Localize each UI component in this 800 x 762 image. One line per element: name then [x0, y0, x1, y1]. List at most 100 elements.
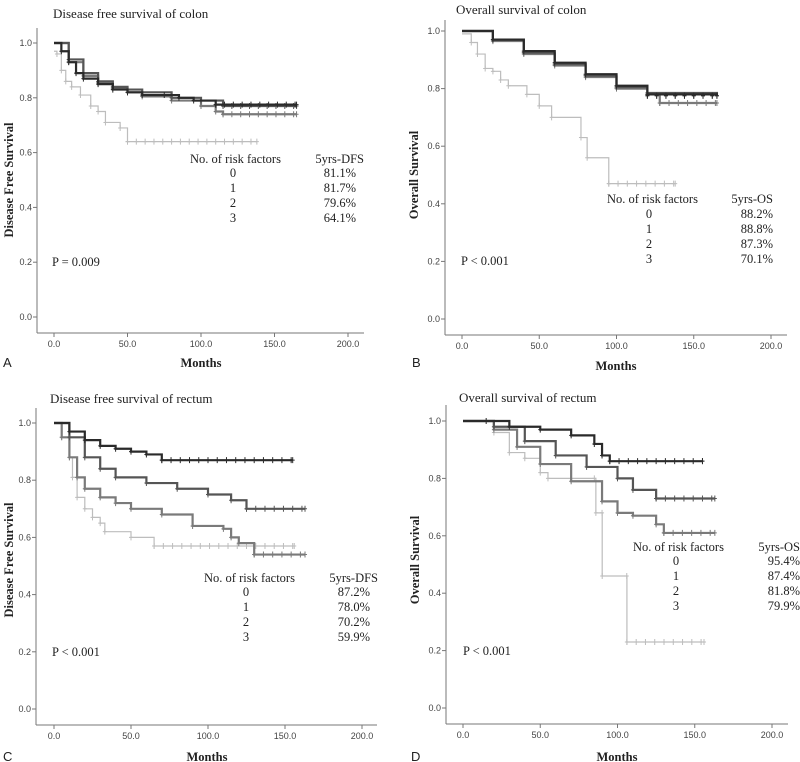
censor-mark [66, 59, 71, 66]
censor-mark [261, 457, 266, 464]
censor-mark [507, 423, 512, 430]
censor-mark [187, 138, 192, 145]
panel-letter: D [411, 749, 420, 762]
censor-mark [69, 83, 74, 90]
censor-mark [189, 542, 194, 549]
table-factor: 1 [673, 569, 679, 583]
censor-mark [490, 68, 495, 75]
censor-mark [199, 103, 203, 110]
censor-mark [253, 505, 258, 512]
censor-mark [584, 463, 589, 470]
censor-mark [162, 92, 167, 99]
censor-mark [113, 500, 118, 507]
censor-mark [187, 457, 192, 464]
censor-mark [616, 180, 621, 187]
y-tick-label: 1.0 [428, 416, 441, 426]
censor-mark [248, 138, 253, 145]
survival-curve-group-2 [463, 419, 715, 535]
censor-marks-group-2 [59, 434, 308, 558]
x-tick-label: 200.0 [761, 730, 784, 740]
y-tick-label: 0.0 [18, 704, 31, 714]
survival-curve-group-3 [463, 420, 705, 643]
censor-mark [178, 457, 183, 464]
plot-area: 0.0 0.2 0.4 0.6 0.8 1.0 0.0 50.0 100.0 150.0 200.0 [427, 20, 787, 351]
x-axis-label: Months [596, 359, 637, 373]
censor-mark [667, 100, 672, 106]
censor-mark [614, 82, 619, 89]
censor-mark [644, 458, 649, 465]
censor-mark [63, 78, 68, 85]
censor-mark [75, 494, 80, 501]
censor-marks-group-0 [484, 418, 705, 465]
censor-mark [522, 438, 527, 445]
table-factor: 1 [646, 222, 652, 236]
censor-mark [159, 511, 164, 518]
censor-mark [663, 495, 668, 502]
censor-mark [630, 486, 635, 493]
censor-mark [67, 428, 72, 435]
censor-mark [190, 522, 195, 529]
censor-mark [231, 101, 236, 108]
censor-mark [113, 445, 118, 452]
censor-marks-group-1 [490, 36, 719, 99]
table-factor: 3 [230, 211, 236, 225]
table-rate: 87.2% [338, 585, 370, 599]
censor-mark [215, 457, 220, 464]
x-tick-label: 0.0 [48, 731, 61, 741]
censor-marks-group-0 [59, 48, 299, 108]
censor-mark [484, 418, 489, 424]
censor-mark [626, 458, 631, 465]
censor-mark [578, 134, 583, 141]
censor-mark [475, 51, 480, 58]
censor-mark [204, 138, 209, 145]
panel-letter: C [3, 749, 12, 762]
censor-mark [240, 138, 245, 145]
censor-mark [714, 100, 719, 106]
table-header-rate: 5yrs-OS [758, 540, 800, 554]
censor-mark [282, 111, 287, 118]
table-rate: 70.1% [741, 252, 773, 266]
censor-mark [663, 458, 668, 465]
censor-mark [279, 457, 284, 464]
plot-area: 0.0 0.2 0.4 0.6 0.8 1.0 0.0 50.0 100.0 150.0 200.0 [18, 408, 377, 741]
censor-mark [221, 525, 226, 532]
x-axis-label: Months [187, 750, 228, 762]
censor-mark [98, 494, 103, 501]
x-tick-label: 200.0 [760, 341, 783, 351]
censor-mark [672, 458, 677, 465]
censor-mark [712, 495, 717, 502]
censor-mark [553, 452, 558, 459]
table-header-rate: 5yrs-DFS [329, 571, 378, 585]
x-tick-label: 100.0 [606, 730, 629, 740]
censor-marks-group-1 [491, 423, 717, 502]
censor-mark [118, 124, 123, 131]
survival-curve-group-3 [462, 33, 676, 185]
table-factor: 1 [230, 181, 236, 195]
panel-d: Overall survival of rectum Overall Survi… [408, 390, 800, 762]
censor-mark [702, 638, 707, 645]
censor-mark [673, 92, 678, 99]
y-tick-label: 0.2 [18, 647, 31, 657]
censor-mark [229, 111, 234, 118]
censor-mark [266, 101, 271, 108]
censor-mark [143, 138, 148, 145]
x-tick-label: 50.0 [531, 730, 549, 740]
table-factor: 3 [243, 630, 249, 644]
censor-mark [82, 454, 87, 461]
x-tick-label: 50.0 [119, 339, 137, 349]
censor-mark [262, 542, 267, 549]
y-tick-label: 0.2 [428, 646, 441, 656]
censor-mark [615, 475, 620, 482]
censor-mark [275, 101, 280, 108]
censor-mark [82, 485, 87, 492]
table-factor: 3 [673, 599, 679, 613]
plot-area: 0.0 0.2 0.4 0.6 0.8 1.0 0.0 50.0 100.0 150.0 200.0 [19, 28, 364, 349]
x-tick-label: 0.0 [456, 341, 469, 351]
censor-mark [196, 138, 201, 145]
censor-mark [256, 111, 261, 118]
censor-mark [270, 551, 275, 558]
censor-mark [206, 491, 210, 498]
censor-mark [160, 138, 165, 145]
y-tick-label: 0.4 [19, 202, 32, 212]
